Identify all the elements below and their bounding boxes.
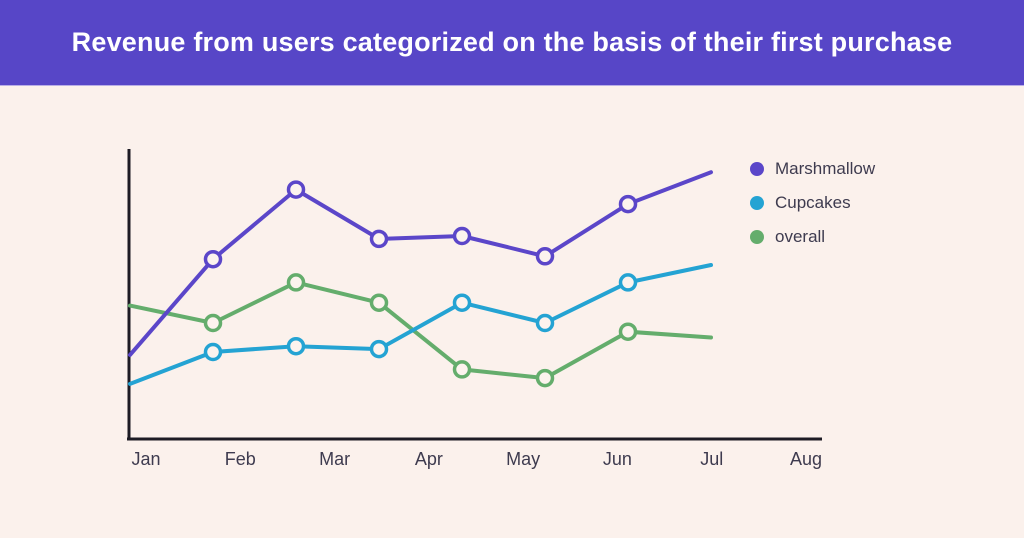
page-title: Revenue from users categorized on the ba… [71, 27, 953, 57]
data-point-overall [286, 273, 306, 292]
x-axis-label-jul: Jul [700, 449, 724, 469]
data-point-cupcakes [452, 293, 472, 312]
x-axis-label-may: May [506, 449, 541, 469]
data-point-marshmallow [203, 249, 223, 269]
legend-label-marshmallow: Marshmallow [775, 158, 876, 178]
data-point-cupcakes [369, 339, 389, 359]
legend-label-overall: overall [775, 226, 826, 246]
x-axis-label-aug: Aug [790, 449, 823, 469]
series-line-overall [128, 280, 713, 381]
x-axis-label-feb: Feb [224, 449, 256, 469]
series-line-marshmallow [128, 170, 713, 357]
data-point-marshmallow [452, 226, 472, 246]
series-line-cupcakes [128, 263, 713, 386]
chart-area: Jan Feb Mar Apr May Jun Jul Aug Marshmallow Cup… [0, 86, 1024, 538]
data-point-marshmallow [618, 194, 638, 214]
data-point-marshmallow [369, 229, 389, 249]
legend-dot-cupcakes-icon [750, 195, 764, 210]
legend-item-marshmallow: Marshmallow [750, 158, 875, 179]
data-point-marshmallow [286, 180, 306, 199]
data-point-overall [618, 322, 638, 341]
data-point-cupcakes [618, 273, 638, 292]
x-axis-label-apr: Apr [414, 449, 443, 469]
data-point-cupcakes [203, 342, 223, 362]
line-chart [127, 149, 822, 441]
legend-dot-overall-icon [750, 229, 764, 244]
x-axis-label-jan: Jan [131, 449, 161, 469]
data-point-marshmallow [535, 247, 555, 266]
data-point-cupcakes [286, 336, 306, 356]
legend-label-cupcakes: Cupcakes [775, 192, 851, 212]
data-point-cupcakes [535, 313, 555, 333]
legend-item-overall: overall [750, 226, 875, 247]
data-point-overall [535, 368, 555, 388]
legend-dot-marshmallow-icon [750, 161, 764, 176]
legend-item-cupcakes: Cupcakes [750, 192, 875, 213]
data-point-overall [369, 293, 389, 312]
x-axis-label-mar: Mar [319, 449, 351, 469]
x-axis-label-jun: Jun [602, 449, 632, 469]
legend: Marshmallow Cupcakes overall [750, 158, 875, 247]
data-point-overall [452, 360, 472, 379]
header-banner: Revenue from users categorized on the ba… [0, 0, 1024, 86]
data-point-overall [203, 313, 223, 333]
